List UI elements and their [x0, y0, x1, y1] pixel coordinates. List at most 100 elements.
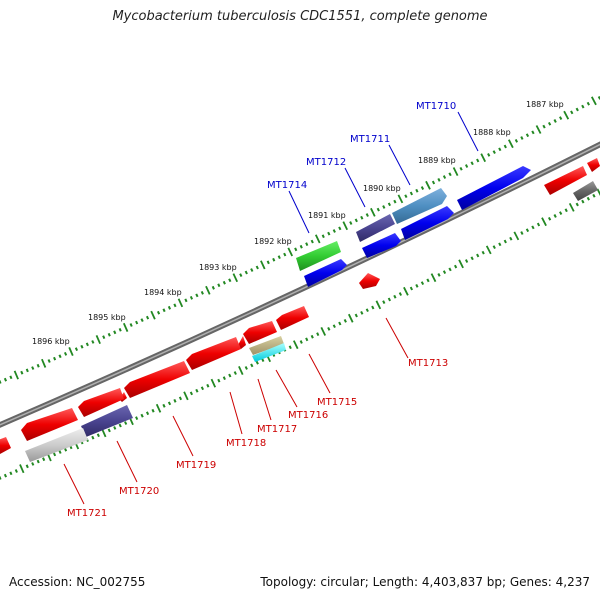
ruler-minor-tick: [586, 196, 590, 201]
ruler-minor-tick: [431, 180, 436, 185]
ruler-minor-tick: [553, 214, 557, 218]
ruler-major-tick: [122, 322, 129, 332]
gene-label-mt1721[interactable]: MT1721: [67, 508, 107, 519]
ruler-minor-tick: [536, 222, 541, 227]
gene-label-mt1710[interactable]: MT1710: [416, 101, 456, 112]
ruler-major-tick: [183, 391, 189, 401]
gene-label-mt1715[interactable]: MT1715: [317, 397, 357, 408]
ruler-minor-tick: [387, 297, 392, 302]
ruler-minor-tick: [575, 202, 579, 207]
gene-mt1714-lower-arrow[interactable]: [304, 259, 347, 287]
ruler-minor-tick: [162, 308, 166, 313]
ruler-minor-tick: [575, 107, 579, 112]
ruler-major-tick: [375, 300, 382, 310]
gene-label-mt1719[interactable]: MT1719: [176, 460, 216, 471]
gene-mt1716-lower-arrow[interactable]: [252, 343, 286, 362]
ruler-major-tick: [485, 245, 492, 255]
gene-mt1713-arrow[interactable]: [359, 273, 380, 289]
gene-mt1719-arrow[interactable]: [124, 361, 190, 398]
gene-mt1714-arrow[interactable]: [296, 241, 341, 271]
ruler-minor-tick: [217, 378, 221, 383]
ruler-minor-tick: [63, 447, 68, 452]
ruler-major-tick: [596, 188, 600, 196]
ruler-minor-tick: [442, 270, 447, 275]
ruler-minor-tick: [570, 110, 574, 115]
gene-mt1711-lower-arrow[interactable]: [401, 206, 454, 240]
ruler-minor-tick: [509, 236, 513, 241]
gene-mt1712-lower-arrow[interactable]: [362, 233, 401, 258]
ruler-minor-tick: [520, 231, 524, 235]
ruler-minor-tick: [360, 215, 364, 220]
gene-label-mt1718[interactable]: MT1718: [226, 438, 266, 449]
ruler-minor-tick: [559, 116, 563, 120]
ruler-major-tick: [205, 285, 211, 295]
ruler-minor-tick: [332, 229, 336, 233]
ruler-minor-tick: [58, 354, 62, 359]
ruler-major-tick: [68, 347, 74, 356]
ruler-minor-tick: [581, 104, 585, 109]
ruler-minor-tick: [91, 340, 95, 344]
gene-label-mt1716[interactable]: MT1716: [288, 410, 328, 421]
ruler-minor-tick: [189, 295, 194, 300]
ruler-major-tick: [507, 139, 514, 149]
ruler-minor-tick: [305, 337, 309, 342]
gene-mt1710-arrow[interactable]: [457, 166, 531, 210]
ruler-minor-tick: [178, 396, 183, 401]
gene-label-mt1713[interactable]: MT1713: [408, 358, 448, 369]
ruler-major-tick: [568, 202, 575, 212]
ruler-minor-tick: [53, 356, 57, 361]
forward-genes: [296, 158, 600, 287]
ruler-minor-tick: [398, 292, 403, 296]
ruler-minor-tick: [299, 340, 303, 344]
gene-mt1720-lower-arrow[interactable]: [81, 405, 133, 437]
ruler-minor-tick: [222, 280, 226, 285]
ruler-minor-tick: [464, 164, 469, 168]
ruler-major-tick: [452, 167, 459, 176]
gene-mt1721-lower-arrow[interactable]: [25, 428, 88, 462]
ruler-minor-tick: [206, 383, 210, 388]
ruler-outer-track: [0, 96, 600, 384]
ruler-major-tick: [535, 125, 542, 134]
ruler-minor-tick: [476, 253, 480, 258]
gene-label-mt1712[interactable]: MT1712: [306, 157, 346, 168]
gene-mt1717-arrow[interactable]: [249, 336, 284, 355]
ruler-major-tick: [287, 247, 294, 257]
ruler-minor-tick: [195, 293, 199, 298]
ruler-minor-tick: [476, 158, 480, 163]
ruler-minor-tick: [553, 119, 557, 123]
gene-mt1711-arrow[interactable]: [392, 188, 447, 224]
kbp-label: 1893 kbp: [199, 263, 237, 272]
gene-mt1720-arrow[interactable]: [78, 388, 124, 417]
gene-mt1718-arrow[interactable]: [186, 337, 241, 370]
ruler-major-tick: [513, 231, 520, 241]
ruler-minor-tick: [124, 421, 128, 425]
gene-label-mt1717[interactable]: MT1717: [257, 424, 297, 435]
gene-mt1718-small[interactable]: [238, 336, 246, 349]
gene-right-edge-1[interactable]: [544, 166, 587, 195]
gene-label-mt1720[interactable]: MT1720: [119, 486, 159, 497]
ruler-minor-tick: [299, 244, 303, 249]
gene-right-edge-2[interactable]: [573, 181, 598, 201]
ruler-minor-tick: [531, 225, 535, 230]
gene-mt1716-arrow[interactable]: [243, 321, 277, 344]
gene-label-mt1711[interactable]: MT1711: [350, 134, 390, 145]
ruler-minor-tick: [9, 471, 13, 476]
ruler-minor-tick: [338, 321, 342, 326]
ruler-minor-tick: [382, 205, 386, 209]
ruler-minor-tick: [354, 218, 358, 223]
gene-left-edge[interactable]: [0, 437, 11, 454]
ruler-minor-tick: [387, 202, 391, 207]
ruler-minor-tick: [332, 324, 336, 329]
gene-mt1721-arrow[interactable]: [21, 408, 78, 441]
gene-right-edge-forward[interactable]: [587, 158, 600, 172]
ruler-minor-tick: [184, 298, 188, 303]
ruler-major-tick: [320, 327, 327, 336]
kbp-label: 1895 kbp: [88, 313, 126, 322]
gene-label-mt1714[interactable]: MT1714: [267, 180, 307, 191]
gene-mt1712-arrow[interactable]: [356, 214, 395, 242]
ruler-minor-tick: [464, 259, 469, 263]
ruler-minor-tick: [195, 388, 199, 393]
gene-mt1715-arrow[interactable]: [276, 306, 309, 330]
ruler-minor-tick: [548, 121, 552, 126]
